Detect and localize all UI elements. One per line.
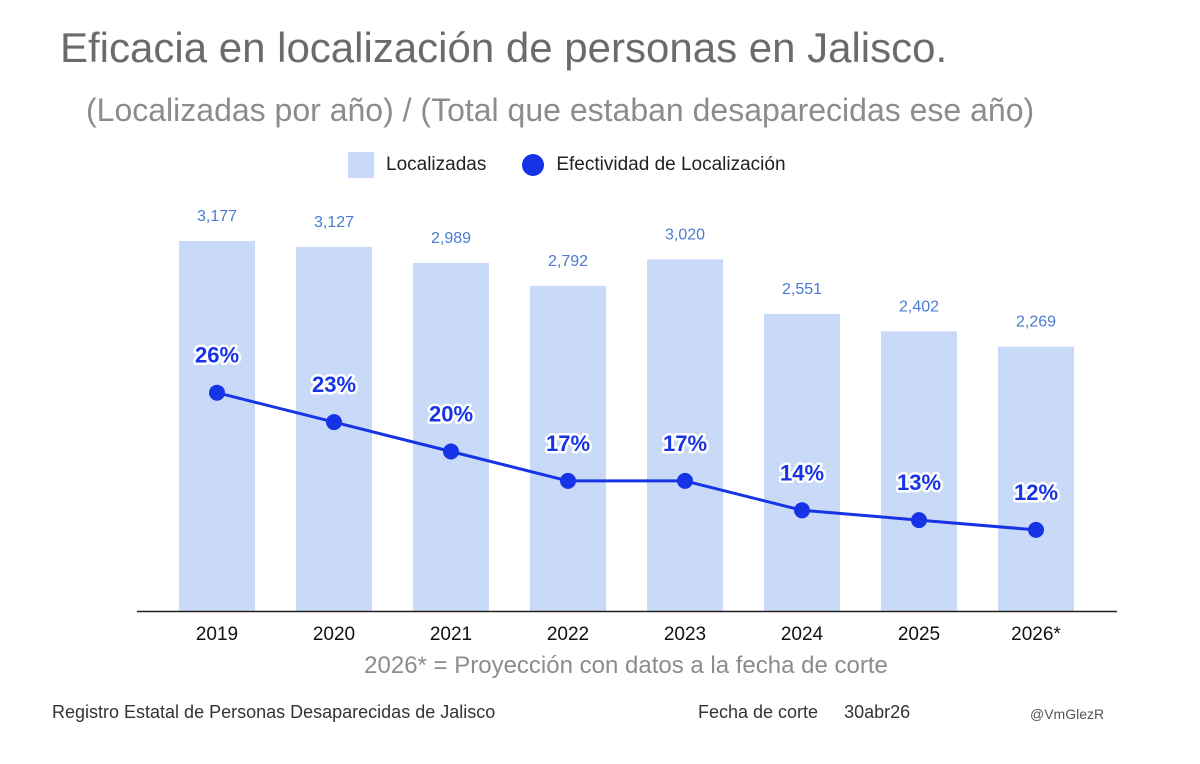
x-tick-label-5: 2023 — [664, 624, 706, 645]
author-handle: @VmGlezR — [1030, 706, 1105, 722]
effectiveness-line — [216, 391, 1037, 532]
legend-label-localizadas: Localizadas — [386, 154, 487, 175]
effectiveness-point-7 — [911, 512, 927, 529]
bar-value-label-2: 3,127 — [314, 214, 354, 231]
bar-3 — [413, 262, 489, 611]
effectiveness-point-1 — [209, 384, 225, 401]
bar-4 — [530, 285, 606, 611]
x-tick-label-4: 2022 — [547, 624, 589, 645]
effectiveness-label-5: 17% — [663, 431, 707, 456]
x-tick-label-1: 2019 — [196, 624, 238, 645]
bar-value-label-8: 2,269 — [1016, 314, 1056, 331]
source-note: Registro Estatal de Personas Desaparecid… — [52, 702, 496, 722]
x-tick-label-3: 2021 — [430, 624, 472, 645]
bar-1 — [179, 241, 255, 611]
effectiveness-label-1: 26% — [195, 343, 239, 368]
bar-value-label-6: 2,551 — [782, 281, 822, 298]
effectiveness-point-4 — [560, 472, 576, 489]
effectiveness-label-8: 12% — [1014, 480, 1058, 505]
legend-label-efectividad: Efectividad de Localización — [556, 154, 786, 175]
cutoff-value: 30abr26 — [844, 702, 911, 722]
effectiveness-point-6 — [794, 502, 810, 519]
effectiveness-label-4: 17% — [546, 431, 590, 456]
effectiveness-label-6: 14% — [780, 460, 824, 485]
effectiveness-point-2 — [326, 414, 342, 431]
x-tick-label-7: 2025 — [898, 624, 940, 645]
bar-value-label-7: 2,402 — [899, 298, 939, 315]
legend: Localizadas Efectividad de Localización — [348, 152, 786, 178]
bar-7 — [881, 331, 957, 611]
bar-value-label-3: 2,989 — [431, 230, 471, 247]
effectiveness-label-3: 20% — [429, 402, 473, 427]
projection-footnote: 2026* = Proyección con datos a la fecha … — [364, 652, 888, 679]
legend-swatch-efectividad — [522, 154, 545, 176]
cutoff-date: Fecha de corte 30abr26 — [698, 702, 910, 723]
chart-subtitle: (Localizadas por año) / (Total que estab… — [86, 92, 1035, 128]
bar-6 — [764, 313, 840, 611]
bar-value-label-1: 3,177 — [197, 208, 237, 225]
x-tick-label-8: 2026* — [1011, 624, 1061, 645]
x-tick-label-6: 2024 — [781, 624, 824, 645]
effectiveness-label-7: 13% — [897, 470, 941, 495]
effectiveness-point-8 — [1028, 521, 1044, 538]
effectiveness-point-5 — [677, 472, 693, 489]
effectiveness-point-3 — [443, 443, 459, 460]
bar-8 — [998, 346, 1074, 611]
legend-swatch-localizadas — [348, 152, 374, 178]
bar-value-label-5: 3,020 — [665, 226, 705, 243]
x-tick-label-2: 2020 — [313, 624, 355, 645]
effectiveness-label-2: 23% — [312, 372, 356, 397]
chart-title: Eficacia en localización de personas en … — [60, 24, 948, 71]
bar-5 — [647, 259, 723, 611]
bar-value-label-4: 2,792 — [548, 253, 588, 270]
cutoff-label: Fecha de corte — [698, 702, 819, 722]
